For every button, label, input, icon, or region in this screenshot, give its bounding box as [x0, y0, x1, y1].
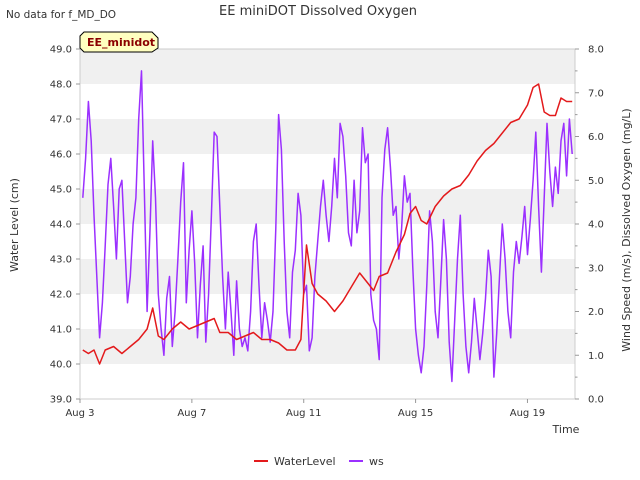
y-tick-label: 40.0 — [50, 360, 72, 371]
y2-tick-label: 6.0 — [588, 132, 604, 143]
x-tick-label: Aug 7 — [177, 408, 206, 419]
y-axis-label: Water Level (cm) — [8, 178, 21, 272]
y2-tick-label: 7.0 — [588, 88, 604, 99]
y2-tick-label: 5.0 — [588, 176, 604, 187]
grid-band — [80, 119, 575, 154]
x-tick-label: Aug 11 — [286, 408, 321, 419]
grid-band — [80, 329, 575, 364]
y2-tick-label: 0.0 — [588, 395, 604, 406]
grid-band — [80, 189, 575, 224]
y-tick-label: 45.0 — [50, 185, 72, 196]
y-tick-label: 42.0 — [50, 290, 72, 301]
y-tick-label: 46.0 — [50, 150, 72, 161]
grid-band — [80, 49, 575, 84]
y2-tick-label: 4.0 — [588, 220, 604, 231]
grid-band — [80, 259, 575, 294]
x-tick-label: Aug 15 — [398, 408, 433, 419]
y-tick-label: 39.0 — [50, 395, 72, 406]
y2-tick-label: 2.0 — [588, 307, 604, 318]
legend-item-waterlevel: WaterLevel — [254, 455, 336, 468]
series-line-ws — [82, 70, 573, 383]
x-axis-label: Time — [552, 423, 580, 436]
y-tick-label: 43.0 — [50, 255, 72, 266]
legend-label-waterlevel: WaterLevel — [274, 455, 336, 468]
chart-title: EE miniDOT Dissolved Oxygen — [219, 4, 417, 19]
y-tick-label: 49.0 — [50, 45, 72, 56]
site-label: EE_minidot — [87, 36, 155, 49]
x-tick-label: Aug 19 — [510, 408, 545, 419]
note-text: No data for f_MD_DO — [6, 9, 116, 21]
y2-axis-label: Wind Speed (m/s), Dissolved Oxygen (mg/L… — [620, 108, 633, 351]
x-tick-label: Aug 3 — [65, 408, 94, 419]
y-tick-label: 47.0 — [50, 115, 72, 126]
tick-labels: 39.0 40.0 41.0 42.0 43.0 44.0 45.0 46.0 47.0 48.0… — [50, 45, 604, 420]
y-tick-label: 48.0 — [50, 80, 72, 91]
legend-item-ws: ws — [349, 455, 384, 468]
series-layer — [82, 70, 573, 383]
y2-tick-label: 1.0 — [588, 351, 604, 362]
site-label-box: EE_minidot — [79, 31, 159, 53]
y2-tick-label: 3.0 — [588, 263, 604, 274]
y2-tick-label: 8.0 — [588, 45, 604, 56]
y-tick-label: 41.0 — [50, 325, 72, 336]
series-line-waterlevel — [82, 83, 573, 365]
legend-label-ws: ws — [369, 455, 384, 468]
y-tick-label: 44.0 — [50, 220, 72, 231]
legend: WaterLevel ws — [254, 455, 384, 468]
